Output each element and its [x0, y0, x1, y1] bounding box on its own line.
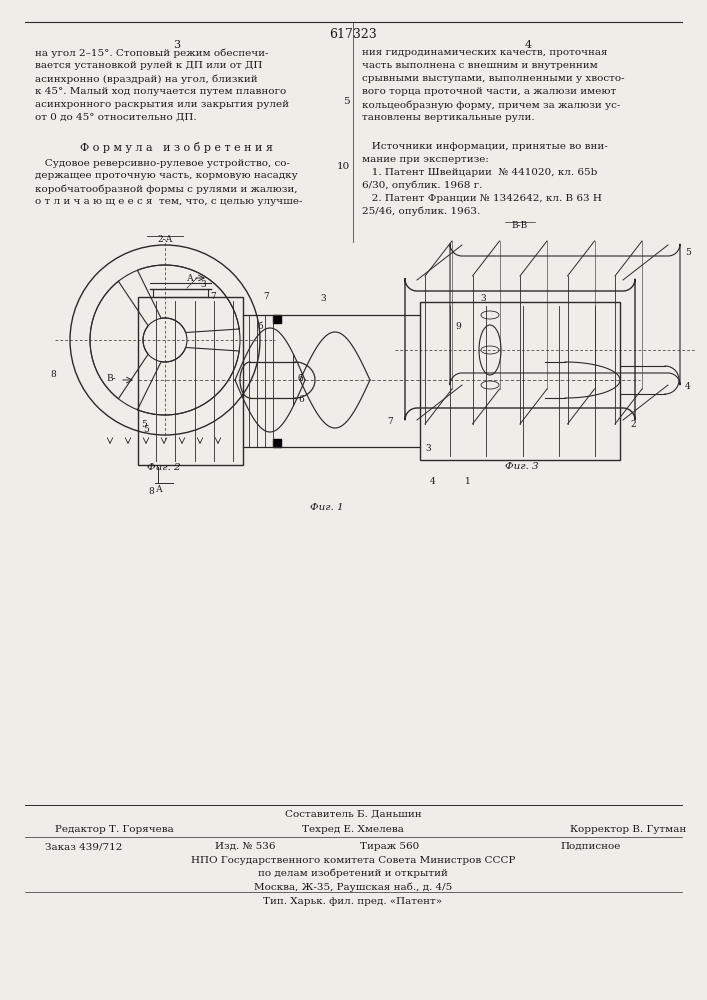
Text: 3: 3 [425, 444, 431, 453]
Text: Фиг. 1: Фиг. 1 [310, 503, 344, 512]
Text: Фиг. 2: Фиг. 2 [147, 463, 180, 472]
Bar [420, 302, 620, 460]
Text: Тип. Харьк. фил. пред. «Патент»: Тип. Харьк. фил. пред. «Патент» [264, 897, 443, 906]
Text: 1: 1 [465, 477, 471, 486]
Text: 6: 6 [298, 395, 304, 404]
Text: Корректор В. Гутман: Корректор В. Гутман [570, 825, 686, 834]
Text: к 45°. Малый ход получается путем плавного: к 45°. Малый ход получается путем плавно… [35, 87, 286, 96]
Text: 1. Патент Швейцарии  № 441020, кл. 65b: 1. Патент Швейцарии № 441020, кл. 65b [362, 168, 597, 177]
Text: НПО Государственного комитета Совета Министров СССР: НПО Государственного комитета Совета Мин… [191, 856, 515, 865]
Text: 5: 5 [685, 248, 691, 257]
Text: 8: 8 [148, 487, 153, 496]
Text: 8: 8 [50, 370, 56, 379]
Text: б: б [257, 322, 263, 331]
Text: Изд. № 536: Изд. № 536 [215, 842, 276, 851]
Text: 4: 4 [685, 382, 691, 391]
Text: В-: В- [106, 374, 116, 383]
Text: Редактор Т. Горячева: Редактор Т. Горячева [55, 825, 174, 834]
Text: Источники информации, принятые во вни-: Источники информации, принятые во вни- [362, 142, 608, 151]
Text: держащее проточную часть, кормовую насадку: держащее проточную часть, кормовую насад… [35, 172, 298, 180]
Text: ния гидродинамических качеств, проточная: ния гидродинамических качеств, проточная [362, 48, 607, 57]
Text: 7: 7 [210, 292, 216, 301]
Text: Составитель Б. Даньшин: Составитель Б. Даньшин [285, 810, 421, 819]
Text: 2: 2 [630, 420, 636, 429]
Text: А: А [187, 274, 194, 283]
Text: 5: 5 [141, 420, 147, 429]
Text: 4: 4 [430, 477, 436, 486]
Text: 2-А: 2-А [157, 235, 173, 244]
Text: 3: 3 [200, 280, 206, 289]
Text: 617323: 617323 [329, 28, 377, 41]
Text: А: А [156, 485, 163, 494]
Text: Ф о р м у л а   и з о б р е т е н и я: Ф о р м у л а и з о б р е т е н и я [80, 142, 273, 153]
Bar [138, 297, 243, 465]
Text: 9: 9 [455, 322, 461, 331]
Text: 7: 7 [263, 292, 269, 301]
Text: Тираж 560: Тираж 560 [360, 842, 419, 851]
Text: 6/30, опублик. 1968 г.: 6/30, опублик. 1968 г. [362, 181, 482, 190]
Text: 7: 7 [387, 417, 393, 426]
Text: б: б [298, 374, 303, 383]
Text: мание при экспертизе:: мание при экспертизе: [362, 155, 489, 164]
Text: вого торца проточной части, а жалюзи имеют: вого торца проточной части, а жалюзи име… [362, 87, 617, 96]
Text: 3: 3 [480, 294, 486, 303]
Text: 3: 3 [173, 40, 180, 50]
Text: В-В: В-В [512, 221, 528, 230]
Text: коробчатообразной формы с рулями и жалюзи,: коробчатообразной формы с рулями и жалюз… [35, 184, 298, 194]
Text: Заказ 439/712: Заказ 439/712 [45, 842, 122, 851]
Text: Фиг. 3: Фиг. 3 [505, 462, 539, 471]
Text: асинхронного раскрытия или закрытия рулей: асинхронного раскрытия или закрытия руле… [35, 100, 289, 109]
Text: по делам изобретений и открытий: по делам изобретений и открытий [258, 869, 448, 879]
Text: тановлены вертикальные рули.: тановлены вертикальные рули. [362, 113, 534, 122]
Text: асинхронно (враздрай) на угол, близкий: асинхронно (враздрай) на угол, близкий [35, 74, 257, 84]
Text: 3: 3 [320, 294, 326, 303]
Text: на угол 2–15°. Стоповый режим обеспечи-: на угол 2–15°. Стоповый режим обеспечи- [35, 48, 269, 57]
Text: вается установкой рулей к ДП или от ДП: вается установкой рулей к ДП или от ДП [35, 61, 262, 70]
Text: часть выполнена с внешним и внутренним: часть выполнена с внешним и внутренним [362, 61, 597, 70]
Text: 25/46, опублик. 1963.: 25/46, опублик. 1963. [362, 207, 480, 216]
Text: Судовое реверсивно-рулевое устройство, со-: Судовое реверсивно-рулевое устройство, с… [35, 158, 290, 167]
Text: 10: 10 [337, 162, 350, 171]
Text: Техред Е. Хмелева: Техред Е. Хмелева [302, 825, 404, 834]
Text: 5: 5 [344, 97, 350, 106]
Text: срывными выступами, выполненными у хвосто-: срывными выступами, выполненными у хвост… [362, 74, 624, 83]
Text: 4: 4 [525, 40, 532, 50]
Text: кольцеобразную форму, причем за жалюзи ус-: кольцеобразную форму, причем за жалюзи у… [362, 100, 620, 109]
Text: от 0 до 45° относительно ДП.: от 0 до 45° относительно ДП. [35, 113, 197, 122]
Text: Москва, Ж-35, Раушская наб., д. 4/5: Москва, Ж-35, Раушская наб., д. 4/5 [254, 882, 452, 892]
Text: 2. Патент Франции № 1342642, кл. В 63 Н: 2. Патент Франции № 1342642, кл. В 63 Н [362, 194, 602, 203]
Text: 5: 5 [143, 425, 149, 434]
Text: о т л и ч а ю щ е е с я  тем, что, с целью улучше-: о т л и ч а ю щ е е с я тем, что, с цель… [35, 198, 303, 207]
Text: Подписное: Подписное [560, 842, 620, 851]
